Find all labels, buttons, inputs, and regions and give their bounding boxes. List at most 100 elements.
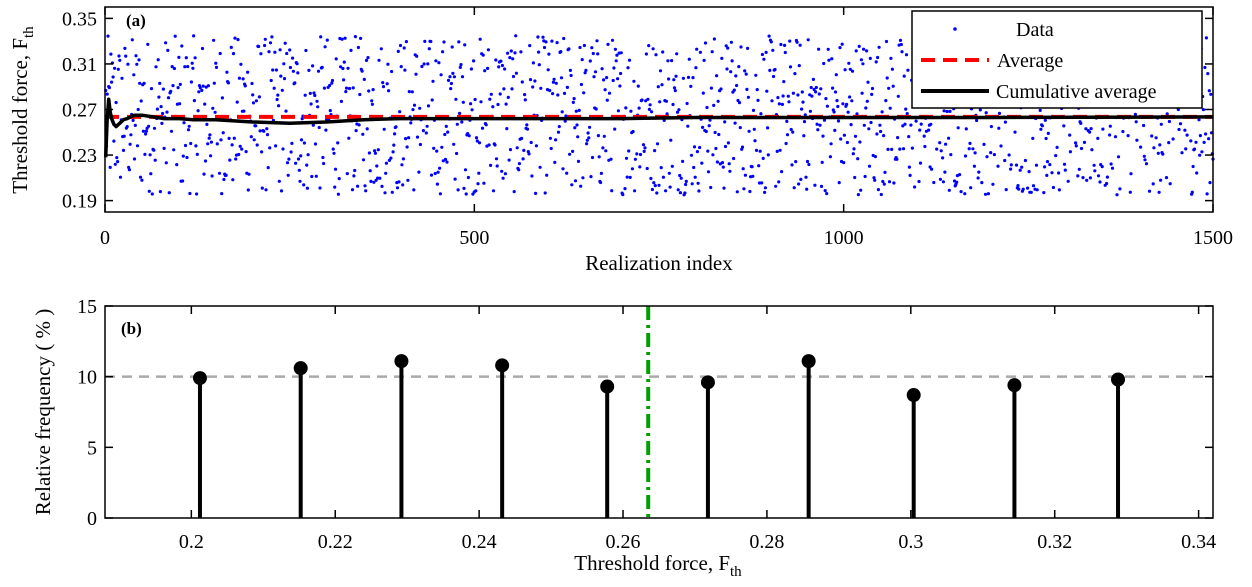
data-point: [531, 61, 536, 65]
data-point: [1147, 189, 1152, 193]
data-point: [1144, 162, 1149, 166]
data-point: [611, 78, 615, 83]
data-point: [560, 110, 564, 114]
data-point: [139, 99, 143, 103]
data-point: [833, 128, 837, 132]
data-point: [392, 143, 396, 147]
data-point: [1031, 136, 1035, 140]
data-point: [738, 126, 742, 130]
data-point: [862, 47, 866, 51]
data-point: [278, 48, 282, 52]
data-point: [188, 191, 192, 196]
data-point: [1190, 190, 1194, 194]
data-point: [1003, 158, 1007, 163]
data-point: [511, 74, 516, 79]
data-point: [477, 141, 482, 145]
data-point: [161, 111, 165, 116]
data-point: [584, 68, 588, 72]
data-point: [251, 93, 255, 97]
data-point: [806, 38, 810, 42]
data-point: [1017, 187, 1021, 191]
data-point: [231, 52, 236, 56]
data-point: [732, 88, 736, 92]
data-point: [462, 186, 466, 190]
data-point: [128, 142, 132, 146]
data-point: [684, 179, 688, 183]
data-point: [344, 86, 349, 90]
data-point: [514, 71, 519, 75]
data-point: [568, 152, 572, 156]
data-point: [865, 99, 869, 103]
data-point: [992, 153, 997, 157]
data-point: [230, 143, 234, 147]
data-point: [939, 149, 943, 153]
data-point: [378, 176, 382, 180]
data-point: [574, 109, 578, 113]
data-point: [401, 183, 405, 187]
data-point: [1031, 184, 1036, 188]
data-point: [826, 47, 830, 51]
data-point: [783, 50, 787, 55]
data-point: [763, 186, 768, 190]
data-point: [760, 181, 764, 185]
data-point: [438, 192, 442, 196]
data-point: [898, 147, 902, 151]
data-point: [308, 91, 312, 95]
data-point: [118, 58, 122, 62]
x-tick-label-b: 0.26: [606, 531, 641, 553]
data-point: [1158, 143, 1162, 147]
data-point: [1062, 124, 1066, 128]
data-point: [370, 102, 374, 106]
data-point: [1152, 146, 1156, 150]
stem-marker: [1007, 378, 1022, 393]
data-point: [1164, 176, 1169, 180]
data-point: [533, 79, 537, 83]
data-point: [154, 65, 158, 69]
data-point: [777, 102, 782, 106]
data-point: [741, 167, 745, 171]
data-point: [1039, 127, 1043, 131]
data-point: [476, 182, 480, 186]
x-axis-label-b: Threshold force, Fth: [574, 551, 742, 580]
data-point: [220, 96, 224, 100]
data-point: [650, 187, 655, 192]
data-point: [739, 45, 743, 49]
data-point: [314, 174, 318, 178]
data-point: [328, 109, 332, 113]
data-point: [892, 181, 896, 185]
data-point: [455, 122, 459, 126]
data-point: [805, 187, 809, 191]
data-point: [571, 100, 575, 104]
data-point: [225, 70, 229, 74]
data-point: [543, 191, 547, 195]
data-point: [129, 133, 133, 137]
data-point: [785, 119, 789, 123]
data-point: [494, 58, 498, 62]
data-point: [1143, 158, 1147, 162]
data-point: [794, 160, 798, 164]
data-point: [631, 129, 635, 134]
data-point: [452, 75, 456, 79]
data-point: [187, 124, 191, 128]
data-point: [854, 49, 858, 53]
data-point: [325, 38, 329, 42]
data-point: [1207, 89, 1211, 93]
data-point: [553, 160, 557, 164]
data-point: [514, 34, 518, 38]
data-point: [658, 100, 662, 104]
data-point: [389, 156, 393, 160]
data-point: [283, 41, 287, 45]
data-point: [1051, 185, 1055, 190]
data-point: [848, 67, 852, 71]
data-point: [866, 80, 870, 84]
data-point: [812, 87, 816, 92]
data-point: [412, 103, 417, 107]
data-point: [655, 142, 660, 146]
data-point: [538, 165, 542, 169]
data-point: [804, 175, 808, 179]
data-point: [945, 109, 949, 114]
data-point: [158, 81, 162, 85]
data-point: [436, 170, 440, 174]
data-point: [134, 54, 138, 58]
legend-a: Data Average Cumulative average: [911, 10, 1203, 109]
